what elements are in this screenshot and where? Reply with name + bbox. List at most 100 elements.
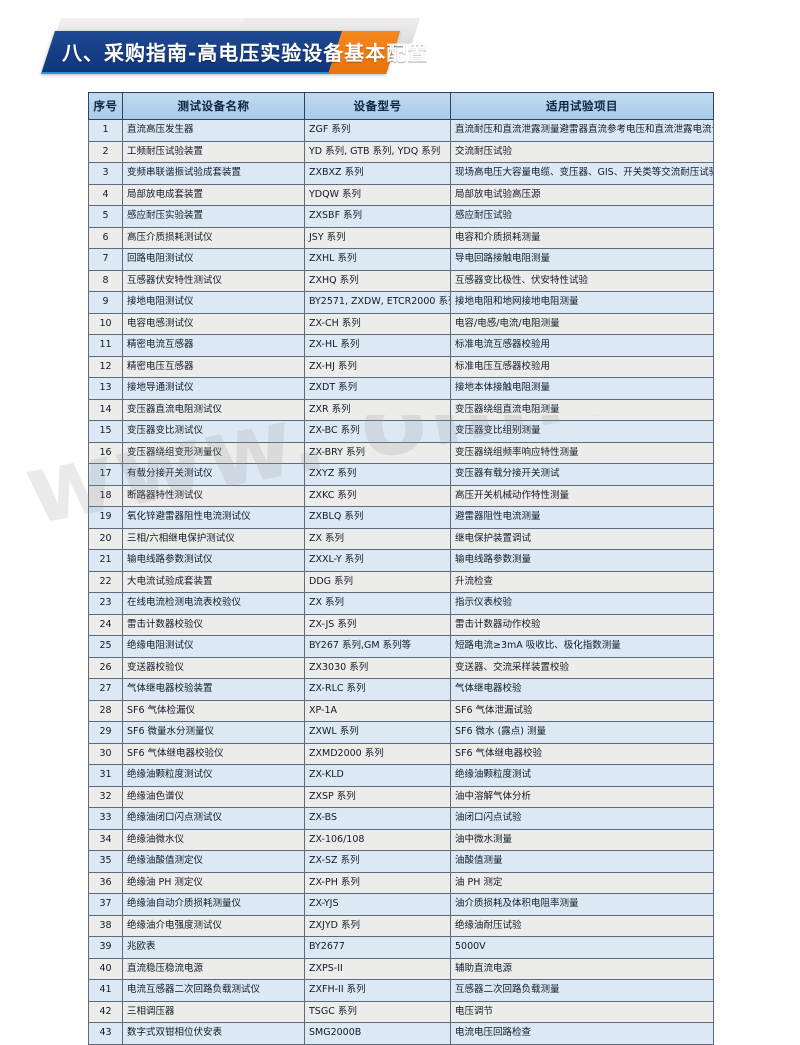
cell-test-item: SF6 气体泄漏试验 bbox=[450, 699, 714, 722]
table-row: 23 在线电流检测电流表校验仪 ZX 系列 指示仪表校验 bbox=[88, 592, 714, 615]
cell-equipment-name: 绝缘油色谱仪 bbox=[122, 785, 305, 808]
table-row: 12 精密电压互感器 ZX-HJ 系列 标准电压互感器校验用 bbox=[88, 355, 714, 378]
cell-sequence-number: 14 bbox=[88, 398, 123, 421]
cell-equipment-model: ZX-HL 系列 bbox=[304, 334, 451, 357]
cell-equipment-name: 氧化锌避雷器阻性电流测试仪 bbox=[122, 506, 305, 529]
cell-equipment-model: ZXBXZ 系列 bbox=[304, 162, 451, 185]
cell-sequence-number: 18 bbox=[88, 484, 123, 507]
table-row: 31 绝缘油颗粒度测试仪 ZX-KLD 绝缘油颗粒度测试 bbox=[88, 764, 714, 787]
table-row: 28 SF6 气体检漏仪 XP-1A SF6 气体泄漏试验 bbox=[88, 699, 714, 722]
cell-test-item: 短路电流≥3mA 吸收比、极化指数测量 bbox=[450, 635, 714, 658]
cell-equipment-model: ZXSP 系列 bbox=[304, 785, 451, 808]
cell-equipment-model: ZX-PH 系列 bbox=[304, 871, 451, 894]
cell-test-item: 避雷器阻性电流测量 bbox=[450, 506, 714, 529]
table-row: 38 绝缘油介电强度测试仪 ZXJYD 系列 绝缘油耐压试验 bbox=[88, 914, 714, 937]
cell-sequence-number: 24 bbox=[88, 613, 123, 636]
banner-underline bbox=[41, 72, 329, 74]
table-row: 29 SF6 微量水分测量仪 ZXWL 系列 SF6 微水 (露点) 测量 bbox=[88, 721, 714, 744]
cell-sequence-number: 7 bbox=[88, 248, 123, 271]
cell-sequence-number: 42 bbox=[88, 1000, 123, 1023]
cell-sequence-number: 20 bbox=[88, 527, 123, 550]
table-row: 20 三相/六相继电保护测试仪 ZX 系列 继电保护装置调试 bbox=[88, 527, 714, 550]
table-row: 2 工频耐压试验装置 YD 系列, GTB 系列, YDQ 系列 交流耐压试验 bbox=[88, 140, 714, 163]
cell-equipment-name: 气体继电器校验装置 bbox=[122, 678, 305, 701]
cell-test-item: 变压器绕组频率响应特性测量 bbox=[450, 441, 714, 464]
cell-equipment-name: 局部放电成套装置 bbox=[122, 183, 305, 206]
cell-equipment-name: 大电流试验成套装置 bbox=[122, 570, 305, 593]
table-row: 10 电容电感测试仪 ZX-CH 系列 电容/电感/电流/电阻测量 bbox=[88, 312, 714, 335]
cell-sequence-number: 4 bbox=[88, 183, 123, 206]
table-row: 19 氧化锌避雷器阻性电流测试仪 ZXBLQ 系列 避雷器阻性电流测量 bbox=[88, 506, 714, 529]
cell-equipment-model: ZXFH-II 系列 bbox=[304, 979, 451, 1002]
table-row: 6 高压介质损耗测试仪 JSY 系列 电容和介质损耗测量 bbox=[88, 226, 714, 249]
cell-test-item: 变压器变比组别测量 bbox=[450, 420, 714, 443]
cell-equipment-name: 电流互感器二次回路负载测试仪 bbox=[122, 979, 305, 1002]
cell-test-item: 油酸值测量 bbox=[450, 850, 714, 873]
cell-sequence-number: 13 bbox=[88, 377, 123, 400]
table-row: 40 直流稳压稳流电源 ZXPS-II 辅助直流电源 bbox=[88, 957, 714, 980]
cell-sequence-number: 12 bbox=[88, 355, 123, 378]
cell-equipment-name: 精密电流互感器 bbox=[122, 334, 305, 357]
cell-equipment-model: ZXSBF 系列 bbox=[304, 205, 451, 228]
cell-equipment-name: 数字式双钳相位伏安表 bbox=[122, 1022, 305, 1045]
cell-equipment-name: 断路器特性测试仪 bbox=[122, 484, 305, 507]
table-header-row: 序号 测试设备名称 设备型号 适用试验项目 bbox=[88, 92, 714, 120]
cell-equipment-name: 接地电阻测试仪 bbox=[122, 291, 305, 314]
cell-sequence-number: 34 bbox=[88, 828, 123, 851]
cell-sequence-number: 28 bbox=[88, 699, 123, 722]
column-header-no: 序号 bbox=[88, 92, 123, 120]
cell-test-item: 接地电阻和地网接地电阻测量 bbox=[450, 291, 714, 314]
cell-equipment-name: 互感器伏安特性测试仪 bbox=[122, 269, 305, 292]
table-row: 36 绝缘油 PH 测定仪 ZX-PH 系列油 PH 测定 bbox=[88, 871, 714, 894]
cell-sequence-number: 21 bbox=[88, 549, 123, 572]
cell-equipment-model: ZX-KLD bbox=[304, 764, 451, 787]
cell-equipment-name: 绝缘油酸值测定仪 bbox=[122, 850, 305, 873]
cell-equipment-name: 感应耐压实验装置 bbox=[122, 205, 305, 228]
cell-test-item: 油中溶解气体分析 bbox=[450, 785, 714, 808]
table-row: 27 气体继电器校验装置 ZX-RLC 系列 气体继电器校验 bbox=[88, 678, 714, 701]
cell-sequence-number: 10 bbox=[88, 312, 123, 335]
cell-equipment-name: 三相调压器 bbox=[122, 1000, 305, 1023]
cell-equipment-name: SF6 气体检漏仪 bbox=[122, 699, 305, 722]
table-row: 16 变压器绕组变形测量仪 ZX-BRY 系列 变压器绕组频率响应特性测量 bbox=[88, 441, 714, 464]
cell-sequence-number: 6 bbox=[88, 226, 123, 249]
column-header-model: 设备型号 bbox=[304, 92, 451, 120]
cell-sequence-number: 11 bbox=[88, 334, 123, 357]
cell-test-item: SF6 微水 (露点) 测量 bbox=[450, 721, 714, 744]
cell-sequence-number: 27 bbox=[88, 678, 123, 701]
cell-test-item: 现场高电压大容量电缆、变压器、GIS、开关类等交流耐压试验 bbox=[450, 162, 714, 185]
cell-sequence-number: 29 bbox=[88, 721, 123, 744]
cell-equipment-model: DDG 系列 bbox=[304, 570, 451, 593]
table-row: 8 互感器伏安特性测试仪 ZXHQ 系列 互感器变比极性、伏安特性试验 bbox=[88, 269, 714, 292]
cell-test-item: 5000V bbox=[450, 936, 714, 959]
cell-test-item: 变送器、交流采样装置校验 bbox=[450, 656, 714, 679]
cell-test-item: 变压器有载分接开关测试 bbox=[450, 463, 714, 486]
cell-sequence-number: 30 bbox=[88, 742, 123, 765]
cell-equipment-name: SF6 微量水分测量仪 bbox=[122, 721, 305, 744]
table-row: 21 输电线路参数测试仪 ZXXL-Y 系列 输电线路参数测量 bbox=[88, 549, 714, 572]
cell-test-item: 导电回路接触电阻测量 bbox=[450, 248, 714, 271]
cell-equipment-model: ZXDT 系列 bbox=[304, 377, 451, 400]
cell-equipment-name: 雷击计数器校验仪 bbox=[122, 613, 305, 636]
table-body: 1 直流高压发生器 ZGF 系列 直流耐压和直流泄露测量避雷器直流参考电压和直流泄露电… bbox=[88, 119, 714, 1045]
cell-sequence-number: 40 bbox=[88, 957, 123, 980]
cell-sequence-number: 23 bbox=[88, 592, 123, 615]
cell-sequence-number: 9 bbox=[88, 291, 123, 314]
cell-test-item: 局部放电试验高压源 bbox=[450, 183, 714, 206]
table-row: 15 变压器变比测试仪 ZX-BC 系列 变压器变比组别测量 bbox=[88, 420, 714, 443]
cell-sequence-number: 2 bbox=[88, 140, 123, 163]
cell-sequence-number: 32 bbox=[88, 785, 123, 808]
table-row: 35 绝缘油酸值测定仪 ZX-SZ 系列 油酸值测量 bbox=[88, 850, 714, 873]
table-row: 37 绝缘油自动介质损耗测量仪 ZX-YJS 油介质损耗及体积电阻率测量 bbox=[88, 893, 714, 916]
cell-equipment-model: ZX 系列 bbox=[304, 527, 451, 550]
cell-test-item: 升流检查 bbox=[450, 570, 714, 593]
table-row: 25 绝缘电阻测试仪 BY267 系列,GM 系列等 短路电流≥3mA 吸收比、极化指… bbox=[88, 635, 714, 658]
cell-equipment-name: 高压介质损耗测试仪 bbox=[122, 226, 305, 249]
equipment-table-container: 序号 测试设备名称 设备型号 适用试验项目 1 直流高压发生器 ZGF 系列 直流耐压… bbox=[88, 92, 714, 1045]
cell-equipment-name: 变压器直流电阻测试仪 bbox=[122, 398, 305, 421]
cell-equipment-model: JSY 系列 bbox=[304, 226, 451, 249]
cell-equipment-name: 工频耐压试验装置 bbox=[122, 140, 305, 163]
cell-sequence-number: 33 bbox=[88, 807, 123, 830]
cell-test-item: 电容/电感/电流/电阻测量 bbox=[450, 312, 714, 335]
cell-equipment-model: ZXWL 系列 bbox=[304, 721, 451, 744]
